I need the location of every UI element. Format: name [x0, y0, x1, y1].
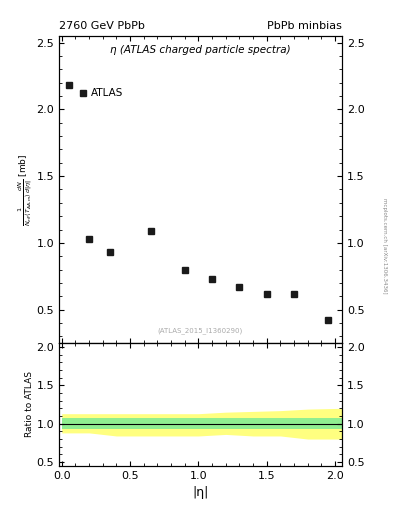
- ATLAS: [264, 290, 269, 296]
- Y-axis label: Ratio to ATLAS: Ratio to ATLAS: [24, 372, 33, 437]
- Y-axis label: $\frac{1}{N_{eff}\langle T_{AA,m}\rangle}\frac{dN}{d|\eta|}$ [mb]: $\frac{1}{N_{eff}\langle T_{AA,m}\rangle…: [17, 153, 35, 226]
- ATLAS: [148, 228, 153, 234]
- Text: mcplots.cern.ch [arXiv:1306.3436]: mcplots.cern.ch [arXiv:1306.3436]: [382, 198, 387, 293]
- ATLAS: [237, 284, 242, 290]
- Legend: ATLAS: ATLAS: [75, 84, 128, 102]
- ATLAS: [326, 317, 331, 324]
- X-axis label: |η|: |η|: [192, 486, 209, 499]
- Text: 2760 GeV PbPb: 2760 GeV PbPb: [59, 21, 145, 31]
- ATLAS: [210, 276, 215, 282]
- ATLAS: [107, 249, 112, 255]
- ATLAS: [66, 82, 71, 89]
- ATLAS: [292, 290, 296, 296]
- Text: (ATLAS_2015_I1360290): (ATLAS_2015_I1360290): [158, 327, 243, 334]
- ATLAS: [87, 236, 92, 242]
- Line: ATLAS: ATLAS: [65, 82, 331, 324]
- ATLAS: [182, 267, 187, 273]
- Text: η (ATLAS charged particle spectra): η (ATLAS charged particle spectra): [110, 45, 291, 55]
- Text: PbPb minbias: PbPb minbias: [267, 21, 342, 31]
